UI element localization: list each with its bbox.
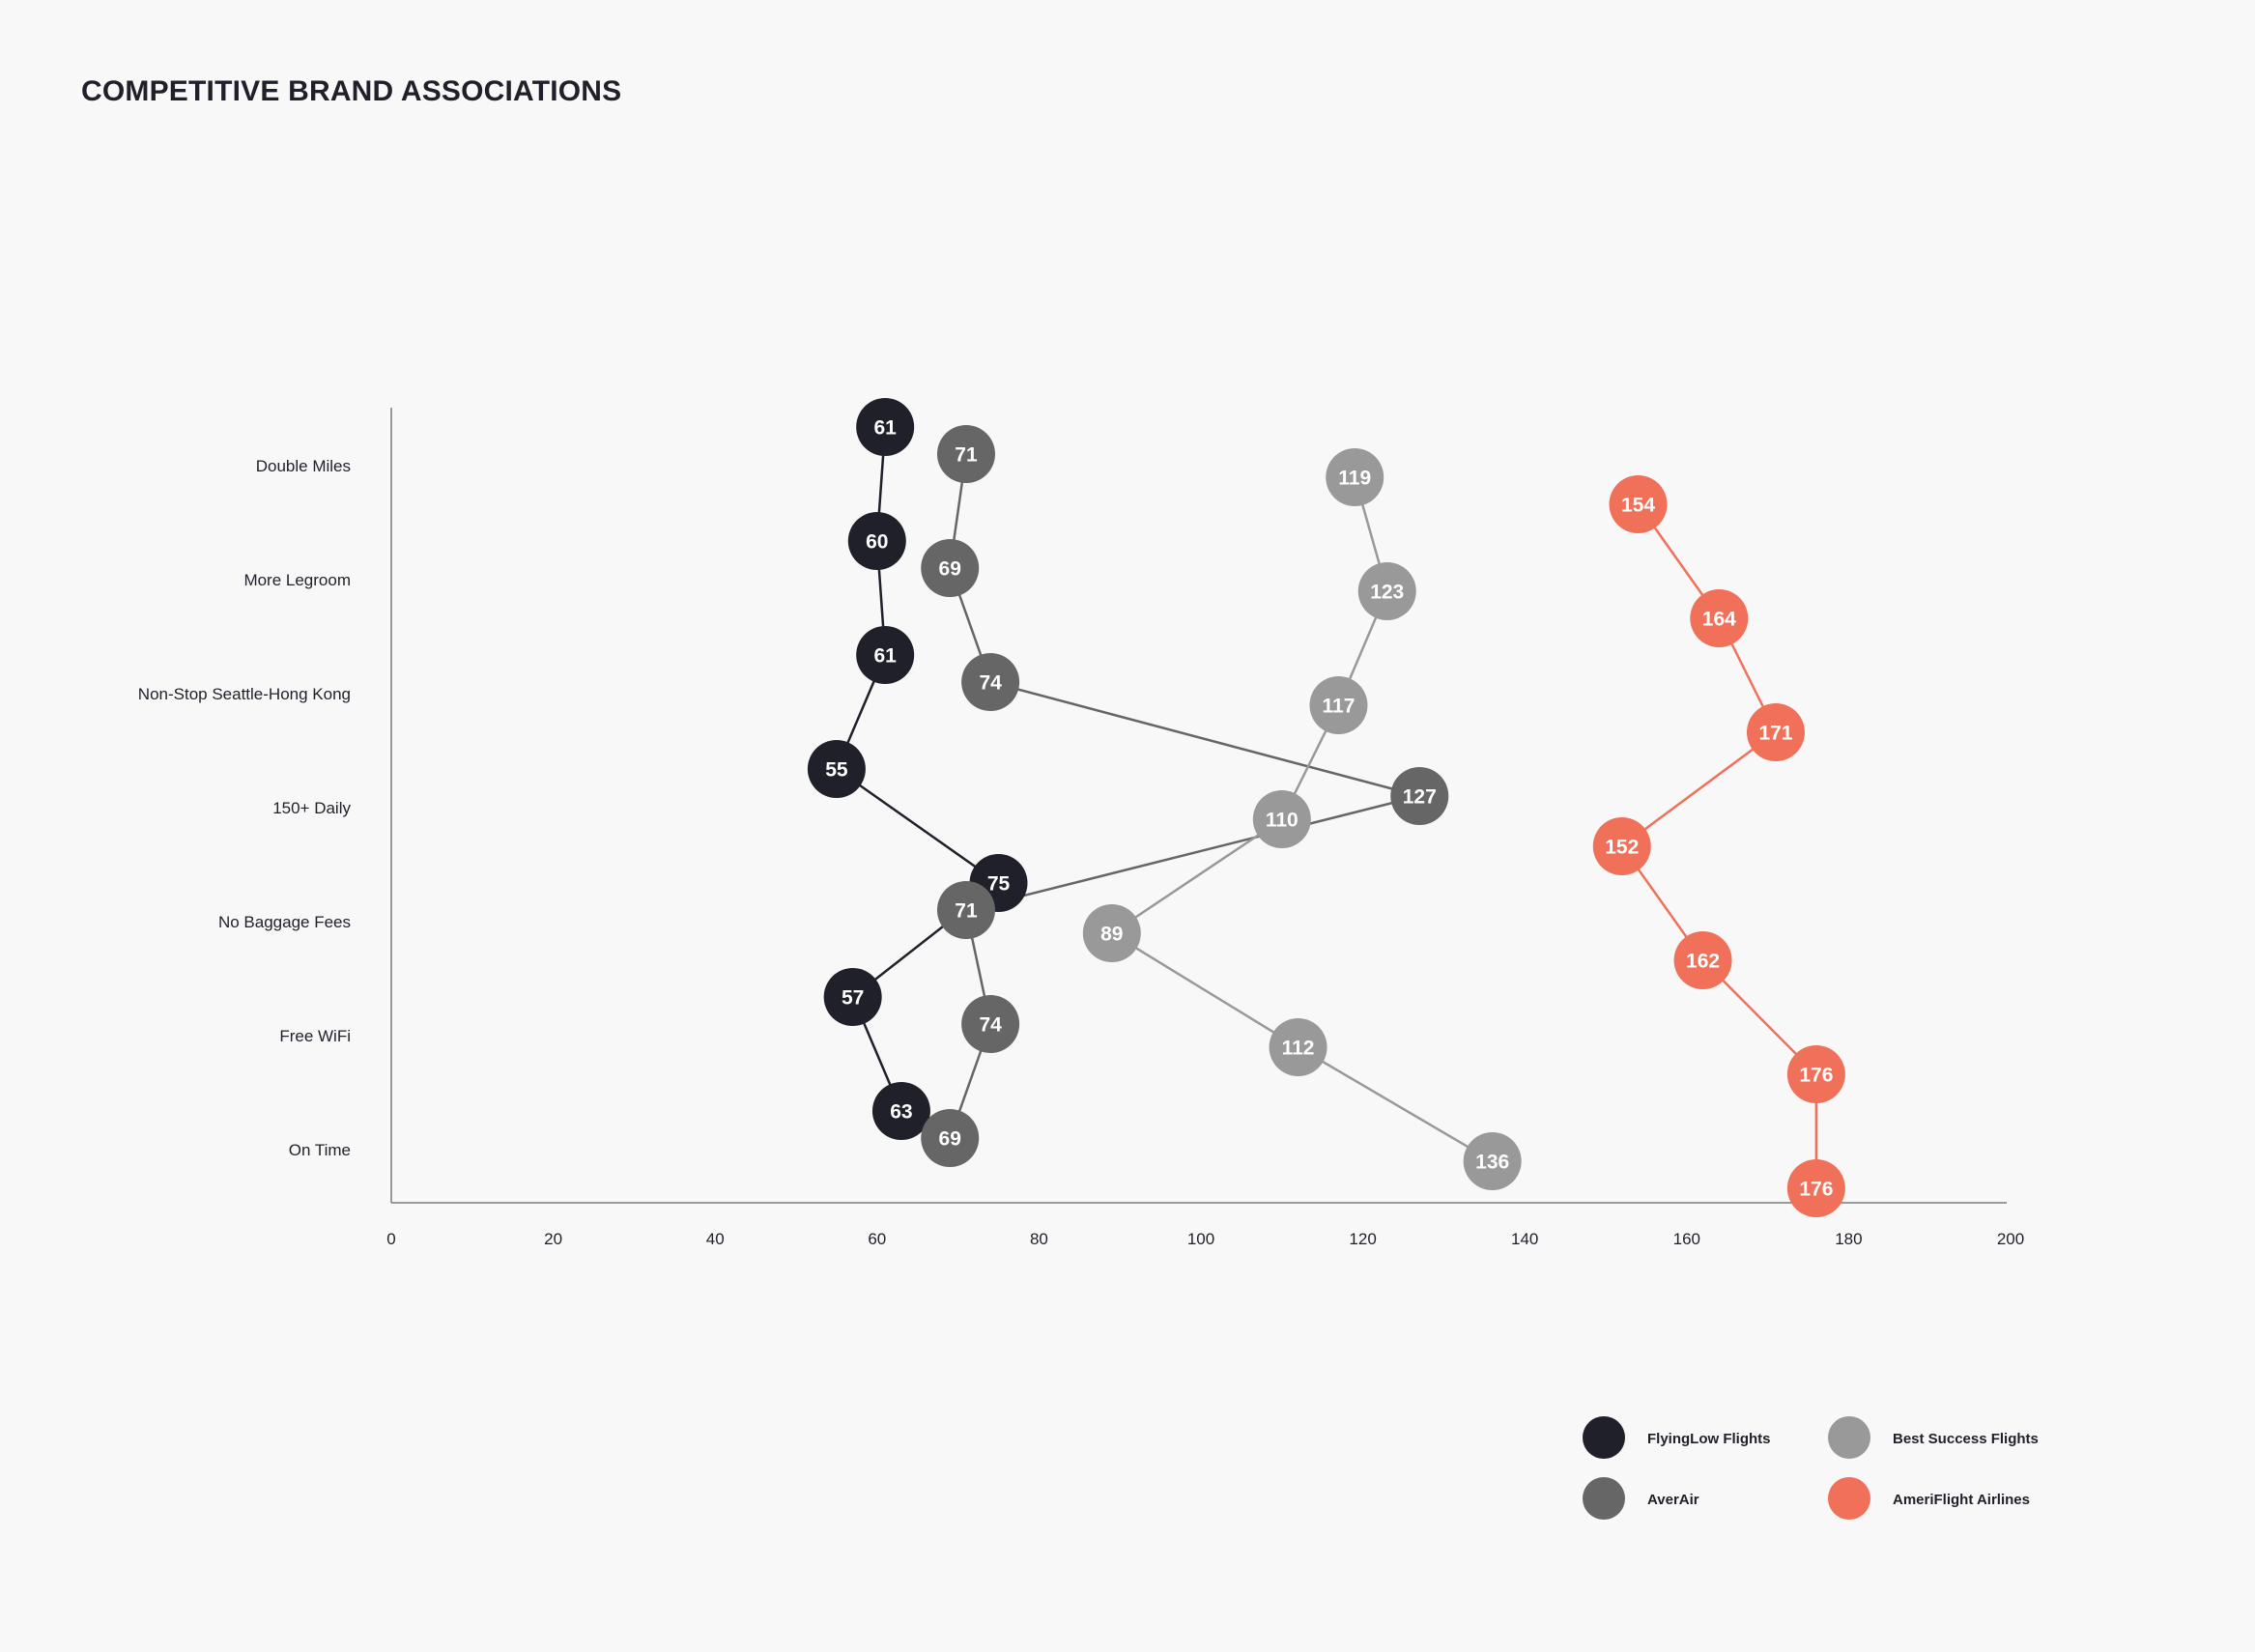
series-points: 61 60 61 55 75 57 63 71 69 74 127 71 74 69 119 123 117 11… [807,398,1845,1217]
data-point-flyinglow-flights-on-time [871,1082,930,1140]
data-label-averair-150-daily: 127 [1403,786,1437,809]
data-point-best-success-flights-150-daily [1252,790,1311,848]
x-tick-label-140: 140 [1511,1230,1538,1248]
data-point-best-success-flights-free-wifi [1269,1018,1327,1076]
legend-label-ameriflight-airlines: AmeriFlight Airlines [1893,1492,2030,1508]
chart-title: COMPETITIVE BRAND ASSOCIATIONS [81,75,622,107]
legend-label-flyinglow-flights: FlyingLow Flights [1647,1431,1771,1447]
data-label-best-success-flights-double-miles: 119 [1338,468,1371,490]
legend-swatch-flyinglow-flights [1583,1416,1625,1459]
category-label-double-miles: Double Miles [256,457,351,475]
x-tick-label-0: 0 [386,1230,395,1248]
data-label-best-success-flights-free-wifi: 112 [1282,1038,1315,1060]
data-point-best-success-flights-no-baggage-fees [1082,904,1141,962]
data-label-best-success-flights-more-legroom: 123 [1370,582,1404,604]
data-point-flyinglow-flights-non-stop-seattle-hong-kong [856,626,915,684]
data-label-best-success-flights-no-baggage-fees: 89 [1100,924,1123,946]
data-label-ameriflight-airlines-double-miles: 154 [1621,495,1655,517]
category-labels: Double Miles More Legroom Non-Stop Seattle… [138,457,352,1159]
category-label-free-wifi: Free WiFi [279,1027,351,1045]
data-point-averair-no-baggage-fees [936,881,995,939]
data-point-ameriflight-airlines-no-baggage-fees [1673,931,1732,989]
legend-swatch-averair [1583,1477,1625,1520]
data-label-averair-on-time: 69 [939,1128,961,1151]
data-point-flyinglow-flights-150-daily [807,740,866,798]
data-label-flyinglow-flights-on-time: 63 [890,1101,912,1124]
data-point-ameriflight-airlines-non-stop-seattle-hong-kong [1746,703,1805,761]
data-point-flyinglow-flights-free-wifi [823,968,882,1026]
data-label-flyinglow-flights-more-legroom: 60 [866,531,888,554]
series-lines [835,426,1818,1188]
category-label-no-baggage-fees: No Baggage Fees [218,913,351,931]
data-point-best-success-flights-non-stop-seattle-hong-kong [1309,676,1368,734]
x-tick-label-100: 100 [1187,1230,1214,1248]
data-point-averair-non-stop-seattle-hong-kong [961,653,1020,711]
data-point-ameriflight-airlines-150-daily [1592,817,1651,875]
data-label-ameriflight-airlines-no-baggage-fees: 162 [1686,951,1720,973]
data-point-ameriflight-airlines-more-legroom [1690,589,1749,647]
x-tick-labels: 0 20 40 60 80 100 120 140 160 180 200 [386,1230,2024,1248]
legend-label-best-success-flights: Best Success Flights [1893,1431,2039,1447]
data-point-best-success-flights-more-legroom [1357,562,1416,620]
data-label-ameriflight-airlines-free-wifi: 176 [1799,1065,1833,1087]
legend-label-averair: AverAir [1647,1492,1699,1508]
data-label-flyinglow-flights-150-daily: 55 [825,759,848,782]
data-label-best-success-flights-on-time: 136 [1475,1152,1509,1174]
x-tick-label-40: 40 [706,1230,725,1248]
data-label-flyinglow-flights-free-wifi: 57 [842,987,864,1010]
data-point-averair-on-time [921,1109,980,1167]
category-label-on-time: On Time [289,1141,351,1159]
x-tick-label-180: 180 [1835,1230,1862,1248]
x-tick-label-160: 160 [1673,1230,1700,1248]
legend-swatch-ameriflight-airlines [1828,1477,1870,1520]
data-point-flyinglow-flights-more-legroom [847,512,906,570]
data-label-ameriflight-airlines-non-stop-seattle-hong-kong: 171 [1758,723,1792,745]
data-label-ameriflight-airlines-more-legroom: 164 [1702,609,1736,631]
data-point-ameriflight-airlines-free-wifi [1786,1045,1845,1103]
data-point-averair-more-legroom [921,539,980,597]
data-label-averair-free-wifi: 74 [979,1014,1002,1037]
data-point-averair-double-miles [936,425,995,483]
category-label-non-stop-seattle-hong-kong: Non-Stop Seattle-Hong Kong [138,685,351,703]
data-label-flyinglow-flights-double-miles: 61 [874,417,898,440]
data-point-best-success-flights-on-time [1463,1132,1522,1190]
x-tick-label-80: 80 [1030,1230,1048,1248]
data-point-ameriflight-airlines-on-time [1786,1159,1845,1217]
data-point-averair-free-wifi [961,995,1020,1053]
data-point-averair-150-daily [1390,767,1449,825]
data-label-best-success-flights-150-daily: 110 [1266,810,1299,832]
data-point-ameriflight-airlines-double-miles [1609,475,1668,533]
category-label-150-daily: 150+ Daily [272,799,351,817]
data-label-averair-non-stop-seattle-hong-kong: 74 [979,672,1002,695]
data-point-best-success-flights-double-miles [1326,448,1384,506]
series-line-averair [948,453,1425,1139]
x-tick-label-60: 60 [868,1230,886,1248]
data-label-flyinglow-flights-non-stop-seattle-hong-kong: 61 [874,645,898,668]
data-label-averair-double-miles: 71 [955,444,978,467]
data-label-flyinglow-flights-no-baggage-fees: 75 [987,873,1011,896]
category-label-more-legroom: More Legroom [243,571,351,589]
data-label-ameriflight-airlines-150-daily: 152 [1605,837,1639,859]
legend: FlyingLow Flights Best Success Flights Ave… [1583,1416,2039,1520]
x-tick-label-20: 20 [544,1230,562,1248]
data-point-flyinglow-flights-double-miles [856,398,915,456]
legend-swatch-best-success-flights [1828,1416,1870,1459]
x-tick-label-120: 120 [1349,1230,1376,1248]
data-label-best-success-flights-non-stop-seattle-hong-kong: 117 [1323,696,1356,718]
x-tick-label-200: 200 [1997,1230,2024,1248]
data-label-averair-no-baggage-fees: 71 [955,900,978,923]
data-label-averair-more-legroom: 69 [939,558,961,581]
data-label-ameriflight-airlines-on-time: 176 [1799,1179,1833,1201]
